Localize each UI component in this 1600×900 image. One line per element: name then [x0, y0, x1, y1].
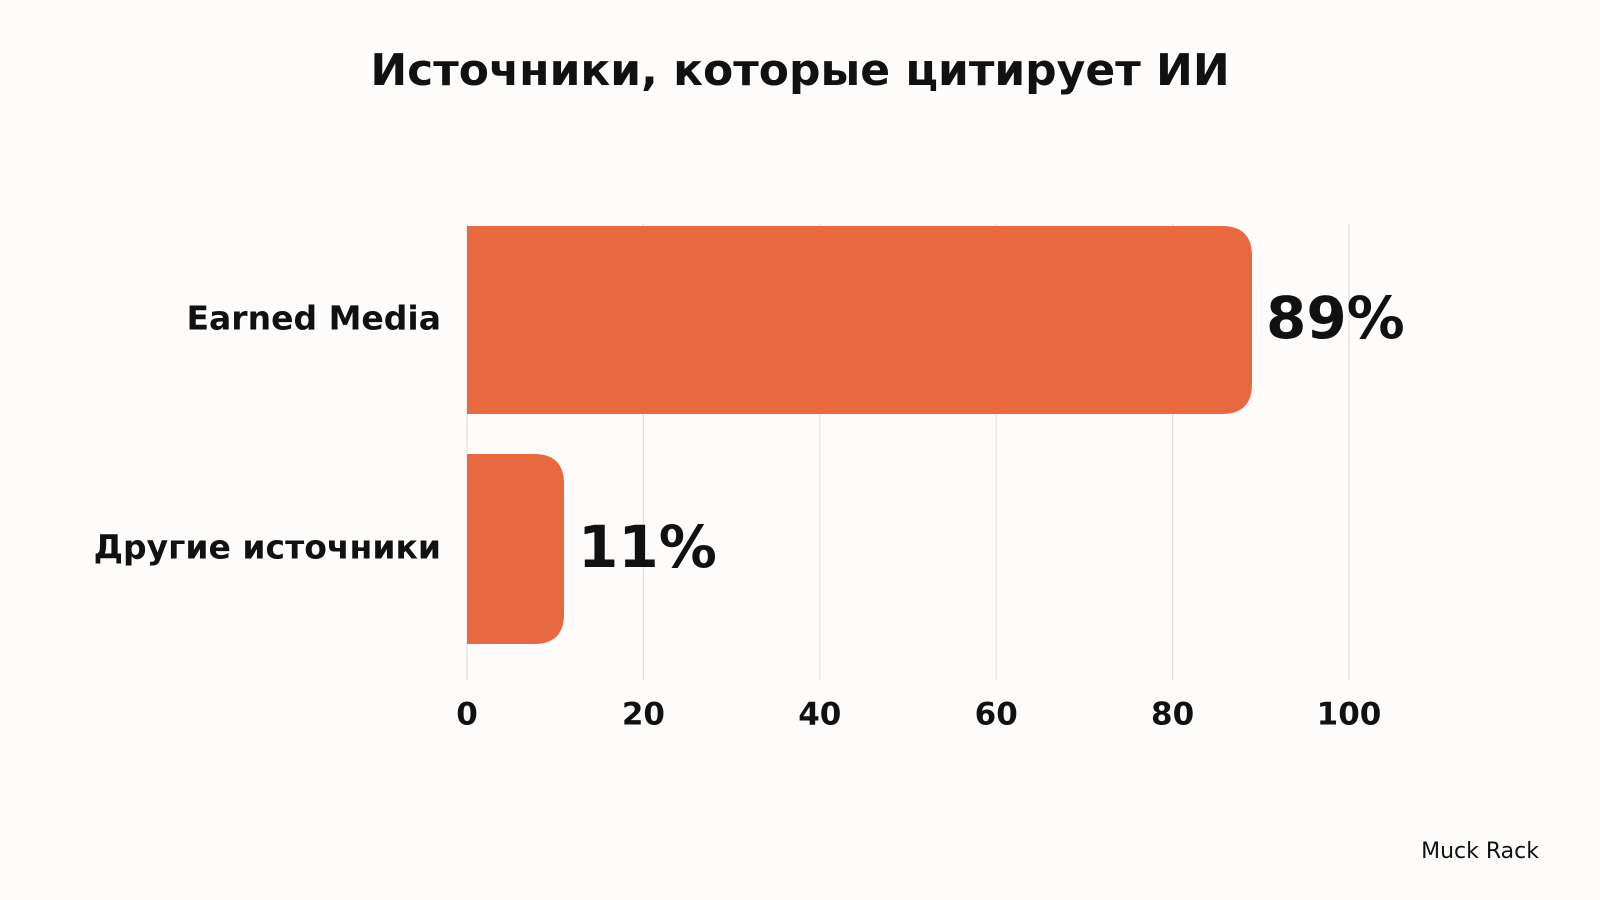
x-tick-label: 20 — [622, 697, 665, 733]
y-tick-label: Другие источники — [94, 528, 441, 567]
value-label: 11% — [578, 513, 717, 581]
x-tick-label: 40 — [798, 697, 841, 733]
value-label: 89% — [1266, 284, 1405, 352]
x-tick-label: 80 — [1151, 697, 1194, 733]
x-tick-label: 60 — [975, 697, 1018, 733]
x-tick-label: 0 — [456, 697, 478, 733]
chart-title: Источники, которые цитирует ИИ — [370, 45, 1229, 96]
y-tick-label: Earned Media — [187, 299, 442, 338]
source: Muck Rack — [1421, 839, 1539, 864]
x-tick-label: 100 — [1317, 697, 1382, 733]
bar — [467, 454, 565, 644]
bar — [467, 226, 1252, 414]
